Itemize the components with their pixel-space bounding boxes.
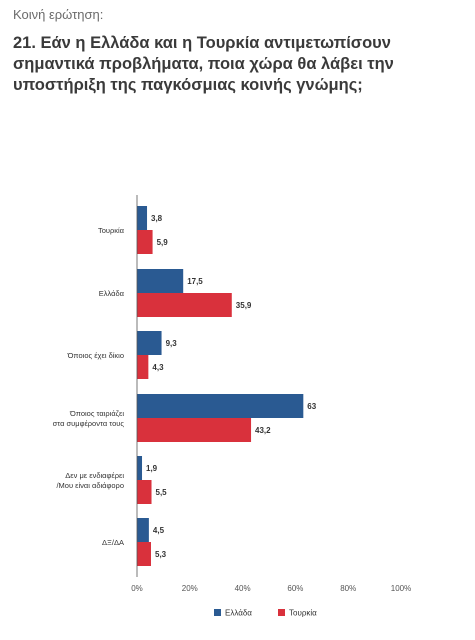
value-labels: 3,8 5,9 17,5 35,9 9,3 4,3 63 43,2 1,9 5,5 4,5 5,3 xyxy=(146,214,317,559)
x-axis-ticks: 0% 20% 40% 60% 80% 100% xyxy=(131,584,411,593)
bar-greece xyxy=(137,394,304,418)
legend-swatch xyxy=(278,609,285,616)
category-label: Τουρκία xyxy=(98,226,125,235)
legend-label: Τουρκία xyxy=(289,609,317,618)
x-tick-label: 40% xyxy=(235,584,251,593)
chart-title: 21. Εάν η Ελλάδα και η Τουρκία αντιμετωπ… xyxy=(13,34,394,94)
bar-greece xyxy=(137,518,149,542)
bar-greece xyxy=(137,269,184,293)
value-label: 5,9 xyxy=(157,238,169,247)
category-labels: Τουρκία Ελλάδα Όποιος έχει δίκιο Όποιος ται… xyxy=(53,226,125,547)
value-label: 4,5 xyxy=(153,526,165,535)
category-label: Όποιος έχει δίκιο xyxy=(67,351,124,360)
x-tick-label: 100% xyxy=(391,584,411,593)
bar-greece xyxy=(137,206,148,230)
x-tick-label: 0% xyxy=(131,584,143,593)
value-label: 17,5 xyxy=(187,277,203,286)
value-label: 1,9 xyxy=(146,464,158,473)
bar-turkey xyxy=(137,480,152,504)
bar-greece xyxy=(137,331,162,355)
bar-marks xyxy=(137,206,304,566)
bar-greece xyxy=(137,456,143,480)
x-tick-label: 80% xyxy=(340,584,356,593)
value-label: 3,8 xyxy=(151,214,163,223)
legend: Ελλάδα Τουρκία xyxy=(214,609,317,618)
x-tick-label: 20% xyxy=(182,584,198,593)
category-label: Όποιος ταιριάζει στα συμφέροντα τους xyxy=(53,409,125,428)
category-label: Ελλάδα xyxy=(99,289,125,298)
value-label: 35,9 xyxy=(236,301,252,310)
value-label: 63 xyxy=(307,402,316,411)
legend-label: Ελλάδα xyxy=(225,609,252,618)
bar-turkey xyxy=(137,418,252,442)
value-label: 9,3 xyxy=(166,339,178,348)
category-label: Δεν με ενδιαφέρει/Μου είναι αδιάφορο xyxy=(56,471,124,490)
x-tick-label: 60% xyxy=(287,584,303,593)
category-label: ΔΞ/ΔΑ xyxy=(102,538,124,547)
value-label: 43,2 xyxy=(255,426,271,435)
bar-turkey xyxy=(137,355,149,379)
value-label: 5,5 xyxy=(156,488,168,497)
value-label: 5,3 xyxy=(155,550,167,559)
bar-turkey xyxy=(137,542,151,566)
bar-turkey xyxy=(137,293,232,317)
legend-swatch xyxy=(214,609,221,616)
value-label: 4,3 xyxy=(152,363,164,372)
question-kicker: Κοινή ερώτηση: xyxy=(13,7,104,22)
bar-turkey xyxy=(137,230,153,254)
